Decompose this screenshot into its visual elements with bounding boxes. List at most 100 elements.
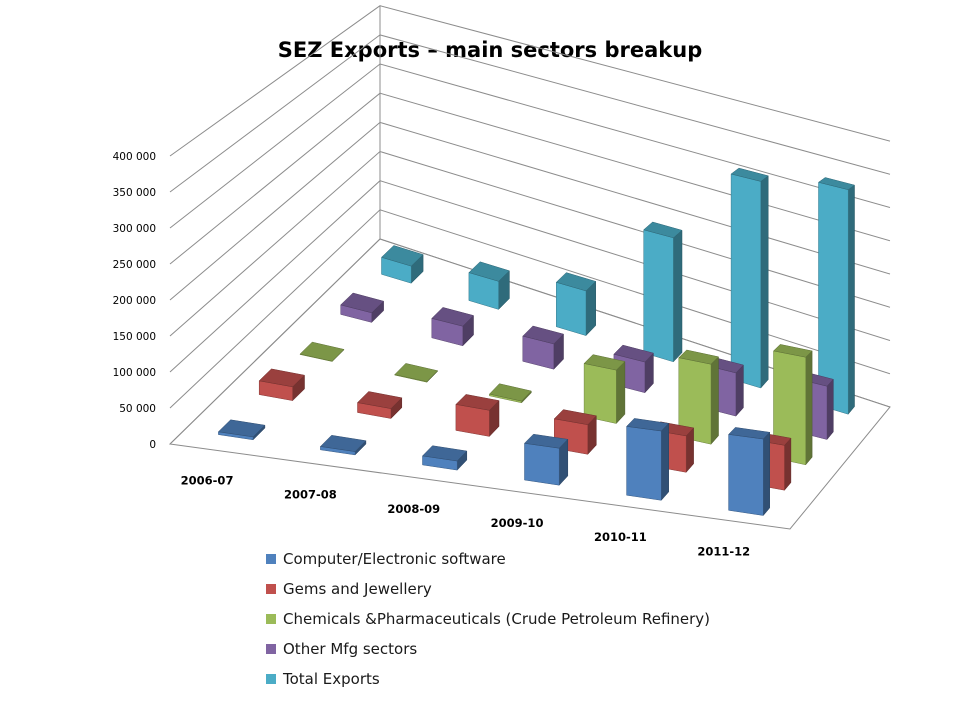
y-tick-label: 400 000 <box>113 151 156 163</box>
gridline <box>169 209 891 409</box>
legend-swatch <box>266 584 276 594</box>
bar-side <box>661 422 669 501</box>
bar <box>523 433 569 486</box>
bar <box>468 261 510 311</box>
bar <box>381 245 424 284</box>
legend-label: Gems and Jewellery <box>283 580 432 598</box>
x-tick-label: 2011-12 <box>697 544 750 558</box>
gridline <box>169 5 891 157</box>
bar-top <box>455 394 500 411</box>
bar-front <box>556 281 587 336</box>
bar-top <box>583 354 626 371</box>
legend-item: Gems and Jewellery <box>266 574 710 604</box>
bar-top <box>523 433 569 449</box>
bar <box>217 419 266 441</box>
x-tick-label: 2007-08 <box>284 488 337 502</box>
bar-top <box>553 409 597 425</box>
legend-label: Computer/Electronic software <box>283 550 506 568</box>
y-tick-label: 100 000 <box>113 367 156 379</box>
y-tick-label: 200 000 <box>113 295 156 307</box>
gridline <box>169 238 891 445</box>
bar-front <box>730 173 762 389</box>
bar-top <box>381 245 424 267</box>
x-tick-label: 2010-11 <box>594 530 647 544</box>
bar <box>299 341 345 363</box>
bar <box>319 435 367 456</box>
bar-top <box>643 221 683 239</box>
bar <box>626 418 670 501</box>
bar-top <box>468 261 510 282</box>
bar-top <box>431 307 474 327</box>
y-tick-label: 350 000 <box>113 187 156 199</box>
bar <box>555 272 597 337</box>
legend-item: Total Exports <box>266 664 710 694</box>
bar <box>643 221 683 363</box>
bar <box>421 445 468 471</box>
legend-swatch <box>266 674 276 684</box>
x-tick-label: 2008-09 <box>387 502 440 516</box>
bar-top <box>728 427 771 440</box>
x-tick-label: 2006-07 <box>181 474 234 488</box>
bar <box>488 383 532 404</box>
bar-top <box>730 167 769 182</box>
x-tick-label: 2009-10 <box>491 516 544 530</box>
y-tick-label: 50 000 <box>119 403 156 415</box>
bar-top <box>555 272 597 292</box>
legend-item: Computer/Electronic software <box>266 544 710 574</box>
y-tick-label: 250 000 <box>113 259 156 271</box>
bar <box>522 325 564 370</box>
bar-top <box>340 292 385 314</box>
bar-front <box>643 229 674 363</box>
bar-top <box>678 349 720 365</box>
bar-top <box>299 341 345 362</box>
bar <box>678 349 720 445</box>
legend-swatch <box>266 554 276 564</box>
bar <box>817 177 856 415</box>
legend-item: Chemicals &Pharmaceuticals (Crude Petrol… <box>266 604 710 634</box>
bar-top <box>217 419 266 438</box>
bar-top <box>356 391 403 409</box>
legend-item: Other Mfg sectors <box>266 634 710 664</box>
gridline <box>169 150 891 337</box>
gridline <box>169 34 891 193</box>
legend-swatch <box>266 614 276 624</box>
bar-top <box>421 445 468 462</box>
bar-side <box>826 378 834 441</box>
gridline <box>169 180 891 373</box>
bar-front <box>524 443 560 486</box>
bar-side <box>784 437 792 491</box>
bar-top <box>319 435 367 452</box>
bar <box>583 354 626 425</box>
bar <box>258 368 306 402</box>
bar-top <box>613 344 654 363</box>
bar <box>394 363 439 383</box>
legend-swatch <box>266 644 276 654</box>
y-tick-label: 150 000 <box>113 331 156 343</box>
bar-top <box>772 344 813 358</box>
bar <box>730 167 769 389</box>
bar <box>728 427 771 517</box>
bar-top <box>522 325 564 345</box>
bar <box>340 292 385 323</box>
bar-front <box>728 434 764 516</box>
bar-top <box>817 177 856 190</box>
bar-top <box>488 383 532 402</box>
bar-top <box>394 363 439 382</box>
bar-front <box>626 426 662 501</box>
y-tick-label: 300 000 <box>113 223 156 235</box>
bar-side <box>673 229 683 363</box>
bar <box>431 307 474 347</box>
chart-legend: Computer/Electronic software Gems and Jew… <box>266 544 710 694</box>
bar-side <box>710 356 719 445</box>
bar-side <box>760 175 769 389</box>
legend-label: Other Mfg sectors <box>283 640 418 658</box>
bar-side <box>616 360 626 425</box>
bar-side <box>805 350 813 466</box>
legend-label: Chemicals &Pharmaceuticals (Crude Petrol… <box>283 610 711 628</box>
bar <box>455 394 500 438</box>
gridline <box>169 121 891 301</box>
bar <box>356 391 403 420</box>
bar-top <box>626 418 670 432</box>
bar-side <box>735 364 744 417</box>
